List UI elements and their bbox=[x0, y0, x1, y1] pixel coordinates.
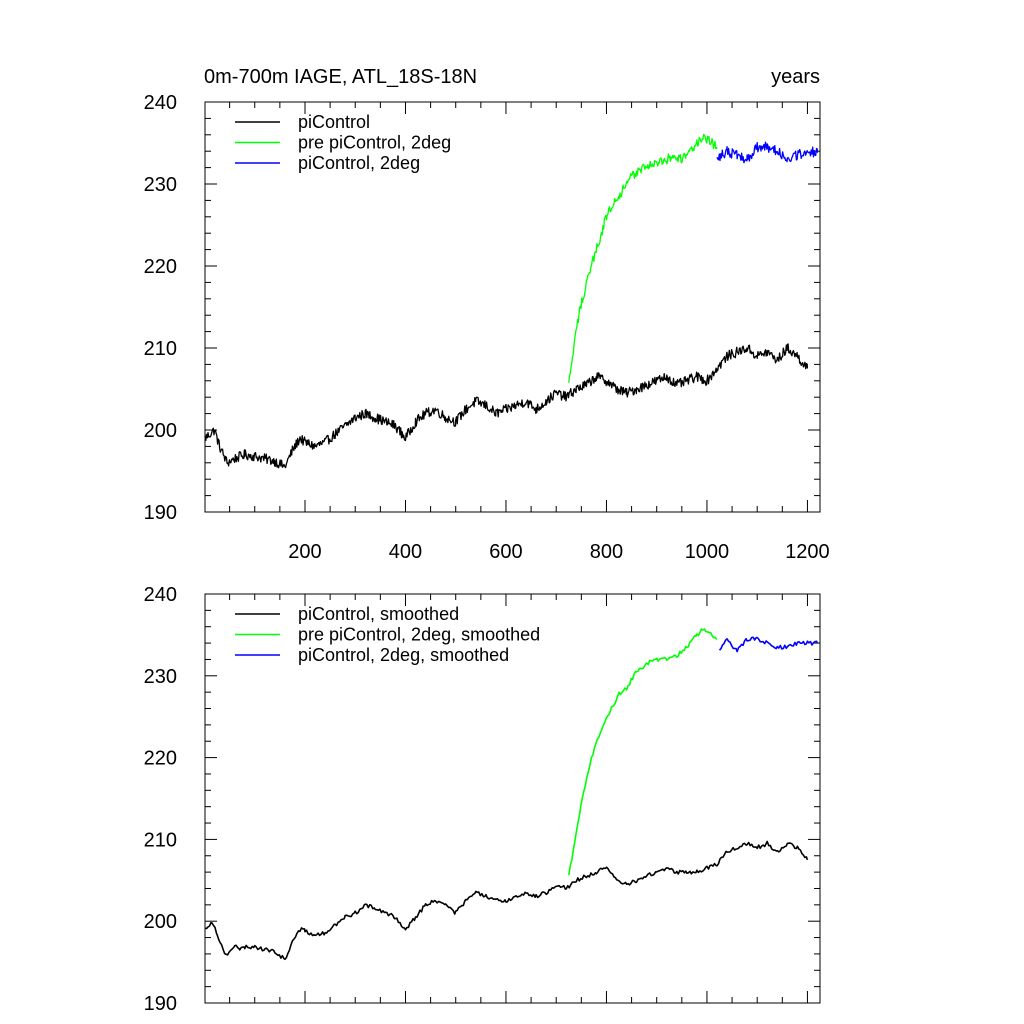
bottom-legend-label: piControl, 2deg, smoothed bbox=[298, 645, 509, 665]
top-x-tick-label: 400 bbox=[389, 541, 422, 563]
top-panel: 0m-700m IAGE, ATL_18S-18N years 200 400 60… bbox=[144, 66, 830, 563]
top-legend-label: piControl bbox=[298, 112, 370, 132]
bottom-series-line-0 bbox=[204, 840, 809, 961]
bottom-series-line-2 bbox=[718, 636, 819, 653]
top-series-line-1 bbox=[568, 133, 718, 383]
top-panel-title: 0m-700m IAGE, ATL_18S-18N bbox=[204, 66, 477, 88]
bottom-y-tick-label: 190 bbox=[144, 993, 177, 1015]
top-series-line-0 bbox=[204, 343, 809, 469]
top-panel-units: years bbox=[771, 66, 820, 88]
top-legend-label: pre piControl, 2deg bbox=[298, 133, 451, 153]
top-x-tick-label: 600 bbox=[489, 541, 522, 563]
bottom-y-tick-label: 220 bbox=[144, 748, 177, 770]
bottom-legend-label: pre piControl, 2deg, smoothed bbox=[298, 625, 540, 645]
bottom-y-tick-label: 240 bbox=[144, 584, 177, 606]
bottom-series-line-1 bbox=[568, 628, 718, 876]
bottom-y-tick-label: 210 bbox=[144, 829, 177, 851]
top-y-tick-label: 200 bbox=[144, 420, 177, 442]
top-x-tick-label: 800 bbox=[590, 541, 623, 563]
top-x-tick-label: 1000 bbox=[685, 541, 730, 563]
top-y-tick-label: 190 bbox=[144, 502, 177, 524]
top-plot-frame bbox=[204, 101, 821, 513]
top-x-tick-label: 200 bbox=[288, 541, 321, 563]
top-legend-label: piControl, 2deg bbox=[298, 153, 420, 173]
top-y-tick-label: 240 bbox=[144, 92, 177, 114]
top-y-tick-label: 230 bbox=[144, 174, 177, 196]
bottom-panel: 190 200 210 220 230 240 piControl, smoothedpre… bbox=[144, 584, 821, 1015]
bottom-y-tick-label: 200 bbox=[144, 911, 177, 933]
bottom-legend-label: piControl, smoothed bbox=[298, 604, 459, 624]
top-x-tick-label: 1200 bbox=[785, 541, 830, 563]
top-series-line-2 bbox=[716, 141, 819, 164]
bottom-plot-frame bbox=[204, 593, 821, 1004]
bottom-y-tick-label: 230 bbox=[144, 666, 177, 688]
top-y-tick-label: 210 bbox=[144, 338, 177, 360]
top-y-tick-label: 220 bbox=[144, 256, 177, 278]
